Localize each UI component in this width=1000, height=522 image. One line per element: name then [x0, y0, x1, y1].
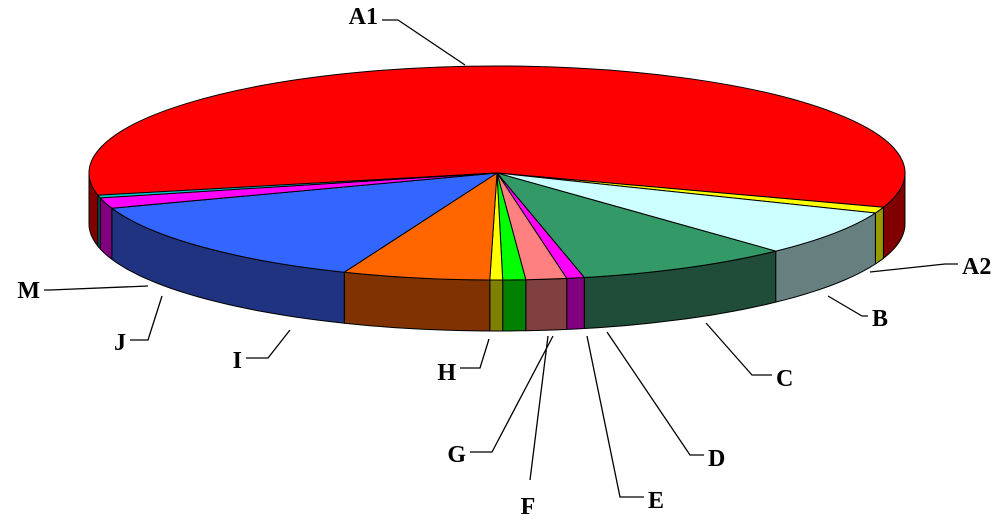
slice-label-i: I	[233, 348, 242, 374]
slice-label-a2: A2	[962, 254, 991, 280]
pie-side-a2	[874, 206, 884, 265]
pie-slice-c	[496, 172, 777, 278]
slice-label-b: B	[872, 306, 888, 332]
slice-label-e: E	[648, 488, 664, 514]
leader-line-a2	[869, 263, 958, 273]
slice-label-m: M	[17, 278, 40, 304]
slice-label-a1: A1	[349, 4, 378, 30]
leader-line-m	[44, 285, 149, 291]
slice-label-g: G	[447, 442, 466, 468]
pie-slice-b	[496, 172, 876, 252]
leader-line-f	[529, 335, 549, 481]
leader-line-e	[586, 335, 644, 498]
slice-label-h: H	[437, 360, 456, 386]
leader-line-b	[827, 295, 868, 317]
slice-label-d: D	[708, 446, 725, 472]
leader-line-i	[246, 329, 291, 359]
pie-slice-a1	[88, 65, 906, 208]
slice-label-c: C	[776, 366, 793, 392]
leader-line-a1	[382, 19, 466, 66]
leader-line-j	[130, 295, 163, 341]
leader-line-h	[460, 338, 490, 369]
pie-slice-h	[343, 172, 498, 281]
pie-side-h	[343, 271, 491, 332]
pie-side-f	[502, 279, 527, 332]
pie-tops	[88, 65, 906, 281]
pie-slice-m	[97, 172, 498, 199]
pie-slice-i	[111, 172, 498, 273]
pie-sides	[88, 172, 906, 332]
pie-side-m	[97, 194, 101, 250]
leader-line-g	[470, 335, 554, 453]
leader-line-d	[606, 331, 704, 456]
pie-labels: A1 A2 B C D E F G H I J M	[17, 4, 991, 520]
slice-label-j: J	[114, 330, 126, 356]
slice-label-f: F	[521, 494, 536, 520]
pie-side-e	[525, 277, 568, 332]
leader-line-c	[705, 322, 772, 376]
pie-side-g	[489, 279, 504, 332]
pie-side-d	[566, 277, 585, 330]
